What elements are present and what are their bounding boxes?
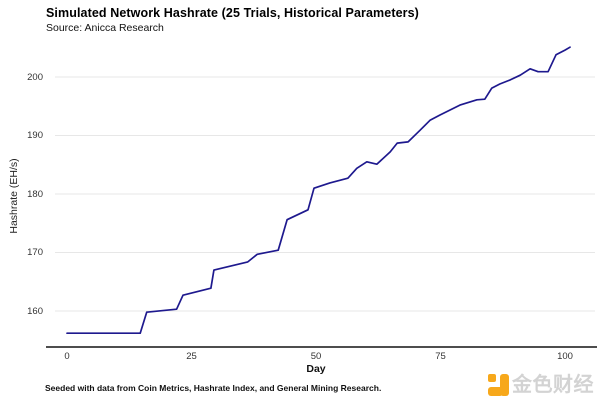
chart-subtitle: Source: Anicca Research — [46, 22, 164, 34]
hashrate-series-line — [66, 46, 571, 335]
x-tick-label: 50 — [310, 351, 322, 362]
x-tick-label: 75 — [435, 351, 446, 362]
x-axis-label: Day — [306, 363, 326, 375]
y-tick-label: 170 — [27, 247, 43, 258]
jinse-finance-watermark: 金色财经 — [488, 374, 594, 396]
chart-title: Simulated Network Hashrate (25 Trials, H… — [46, 6, 419, 20]
jinse-logo-icon — [488, 374, 509, 396]
y-tick-label: 200 — [27, 71, 43, 83]
y-tick-label: 190 — [27, 130, 43, 141]
data-source-footnote: Seeded with data from Coin Metrics, Hash… — [45, 383, 382, 393]
x-tick-label: 25 — [186, 351, 197, 362]
y-tick-label: 160 — [27, 305, 43, 317]
jinse-brand-text: 金色财经 — [512, 374, 594, 396]
x-tick-label: 0 — [64, 351, 70, 362]
y-tick-label: 180 — [27, 188, 43, 200]
x-tick-label: 100 — [557, 351, 573, 362]
